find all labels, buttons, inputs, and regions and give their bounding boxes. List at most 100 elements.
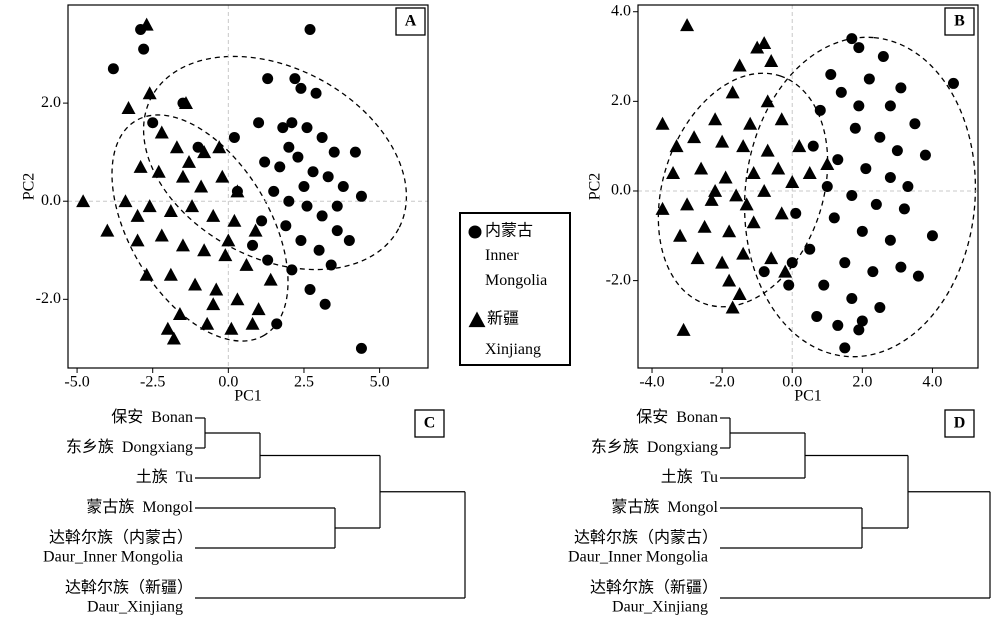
x-tick-label: -5.0 <box>64 374 89 391</box>
point <box>283 141 295 153</box>
point <box>704 192 719 206</box>
y-axis-title: PC2 <box>587 173 604 201</box>
leaf-label: 达斡尔族（内蒙古） <box>49 529 193 547</box>
x-tick-label: -4.0 <box>639 374 664 391</box>
panel-label: B <box>954 13 965 30</box>
leaf-label-en: Mongol <box>667 499 718 516</box>
point <box>151 164 166 178</box>
leaf-label: 蒙古族 Mongol <box>611 498 718 516</box>
legend-label: 内蒙古 <box>485 222 533 240</box>
point <box>839 257 851 269</box>
point <box>100 223 115 237</box>
point <box>209 282 224 296</box>
point <box>884 172 896 184</box>
point <box>147 117 159 129</box>
point <box>197 243 212 257</box>
legend-marker <box>468 225 482 239</box>
point <box>694 161 709 175</box>
y-tick-label: 0.0 <box>41 192 61 209</box>
point <box>807 140 819 152</box>
point <box>142 199 157 213</box>
point <box>774 206 789 220</box>
point <box>673 228 688 242</box>
point <box>304 284 316 296</box>
point <box>328 146 340 158</box>
point <box>319 298 331 310</box>
point <box>274 161 286 173</box>
point <box>715 134 730 148</box>
point <box>307 166 319 178</box>
point <box>736 246 751 260</box>
point <box>708 112 723 126</box>
point <box>825 68 837 80</box>
point <box>322 171 334 183</box>
point <box>947 77 959 89</box>
point <box>846 33 858 45</box>
point <box>743 116 758 130</box>
point <box>715 255 730 269</box>
point <box>655 201 670 215</box>
leaf-label-zh: 东乡族 <box>591 438 639 456</box>
point <box>818 279 830 291</box>
point <box>133 159 148 173</box>
panel-label: A <box>405 13 417 30</box>
point <box>771 161 786 175</box>
point <box>898 203 910 215</box>
point <box>331 200 343 212</box>
point <box>764 54 779 67</box>
leaf-label-zh: 土族 <box>136 468 168 486</box>
plot-frame <box>637 4 979 369</box>
point <box>286 117 298 129</box>
x-tick-label: 2.5 <box>294 374 314 391</box>
point <box>718 170 733 184</box>
y-tick-label: -2.0 <box>36 290 61 307</box>
leaf-label-zh: 东乡族 <box>66 438 114 456</box>
point <box>169 140 184 154</box>
point <box>736 139 751 153</box>
point <box>316 210 328 222</box>
leaf-label: 达斡尔族（新疆） <box>590 579 718 597</box>
point <box>820 157 835 171</box>
confidence-ellipse <box>657 72 829 308</box>
point <box>732 287 747 301</box>
panel-label-box <box>944 7 975 36</box>
leaf-label: 保安 Bonan <box>111 408 193 426</box>
y-tick-label: 2.0 <box>41 94 61 111</box>
point <box>259 156 271 168</box>
point <box>194 179 209 193</box>
point <box>774 112 789 126</box>
point <box>295 82 307 94</box>
point <box>230 292 245 306</box>
leaf-label-en: Dongxiang <box>122 439 193 456</box>
leaf-label: 东乡族 Dongxiang <box>66 438 193 456</box>
point <box>262 254 274 266</box>
point <box>669 139 684 153</box>
point <box>188 277 203 291</box>
leaf-label: 土族 Tu <box>136 468 193 486</box>
leaf-label-en: Tu <box>176 469 193 486</box>
leaf-label: 蒙古族 Mongol <box>86 498 193 516</box>
point <box>200 316 215 330</box>
point <box>725 85 740 99</box>
x-tick-label: 0.0 <box>782 374 802 391</box>
point <box>853 100 865 112</box>
point <box>253 117 265 129</box>
point <box>197 145 212 159</box>
point <box>757 183 772 197</box>
point <box>142 86 157 100</box>
point <box>856 225 868 237</box>
point <box>139 267 154 281</box>
point <box>746 166 761 180</box>
point <box>786 257 798 269</box>
point <box>746 215 761 229</box>
leaf-label-en: Dongxiang <box>647 439 718 456</box>
point <box>313 244 325 256</box>
point <box>811 310 823 322</box>
point <box>280 220 292 232</box>
point <box>166 331 181 345</box>
panel-label-box <box>944 409 975 438</box>
point <box>118 194 133 208</box>
leaf-label-en: Daur_Xinjiang <box>87 599 183 616</box>
point <box>263 272 278 286</box>
